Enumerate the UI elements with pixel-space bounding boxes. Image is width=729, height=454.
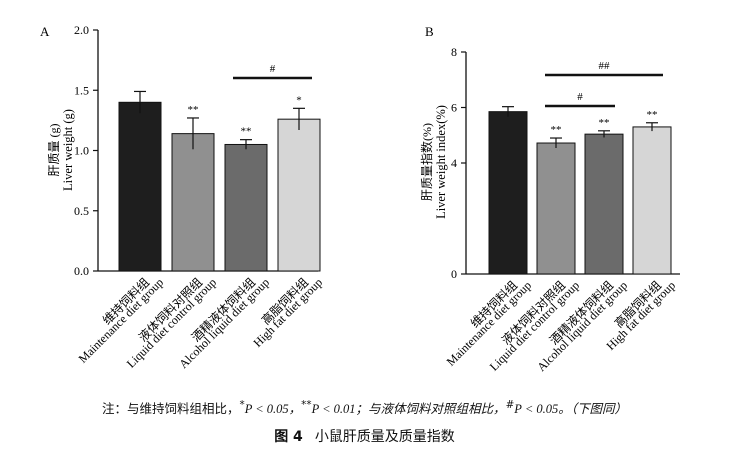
panel-b-ytick-label-0: 0 xyxy=(451,267,457,281)
figure-caption: 图 4 小鼠肝质量及质量指数 xyxy=(0,426,729,446)
panel-b-ylabel-cn: 肝质量指数(%) xyxy=(419,123,434,201)
panel-a-bar-3 xyxy=(277,118,321,272)
panel-b-bar-3 xyxy=(632,126,672,275)
note-sup-1: * xyxy=(239,398,245,411)
panel-a-ylabel-en: Liver weight (g) xyxy=(61,109,75,191)
panel-a-sig-mark-3: * xyxy=(296,94,302,106)
panel-b-comparison-label-1: ## xyxy=(599,60,611,72)
panel-b-sig-mark-3: ** xyxy=(647,109,658,121)
panel-b-ytick-label-1: 4 xyxy=(451,156,457,170)
panel-b-comparison-label-0: # xyxy=(577,91,583,103)
caption-number: 图 4 xyxy=(274,429,303,445)
panel-b-bar-2 xyxy=(584,133,624,275)
caption-title: 小鼠肝质量及质量指数 xyxy=(314,429,455,445)
note-p1: P < 0.05， xyxy=(244,402,302,416)
note-prefix: 注：与维持饲料组相比， xyxy=(101,401,240,416)
panel-a-bar-2 xyxy=(224,143,268,272)
panel-a-sig-mark-1: ** xyxy=(188,104,199,116)
panel-b-label: B xyxy=(425,24,434,39)
panel-a-bar-0 xyxy=(118,101,162,272)
panel-a-ylabel-cn: 肝质量 (g) xyxy=(47,124,61,177)
panel-b-ytick-label-3: 8 xyxy=(451,45,457,59)
panel-b-ylabel-en: Liver weight index(%) xyxy=(434,105,448,219)
figure-note: 注：与维持饲料组相比，*P < 0.05，**P < 0.01；与液体饲料对照组… xyxy=(0,398,729,417)
panel-a-comparison-label-0: # xyxy=(270,63,276,75)
panel-b-bar-1 xyxy=(536,142,576,275)
panel-b-sig-mark-2: ** xyxy=(599,117,610,129)
panel-a-ytick-label-3: 1.5 xyxy=(74,83,89,97)
note-sup-3: # xyxy=(505,398,515,411)
panel-b-sig-mark-1: ** xyxy=(551,124,562,136)
note-sup-2: ** xyxy=(301,398,312,411)
panel-a-sig-mark-2: ** xyxy=(241,126,252,138)
panel-a-bar-1 xyxy=(171,133,215,272)
panel-b-bar-0 xyxy=(488,111,528,275)
panel-a-label: A xyxy=(40,24,50,39)
panel-a-ytick-label-2: 1.0 xyxy=(74,144,89,158)
panel-b-ytick-label-2: 6 xyxy=(451,101,457,115)
note-p2: P < 0.01；与液体饲料对照组相比， xyxy=(311,402,506,416)
panel-a-ytick-label-4: 2.0 xyxy=(74,23,89,37)
note-p3: P < 0.05。（下图同） xyxy=(514,402,628,416)
panel-a-ytick-label-0: 0.0 xyxy=(74,264,89,278)
panel-a-ytick-label-1: 0.5 xyxy=(74,204,89,218)
